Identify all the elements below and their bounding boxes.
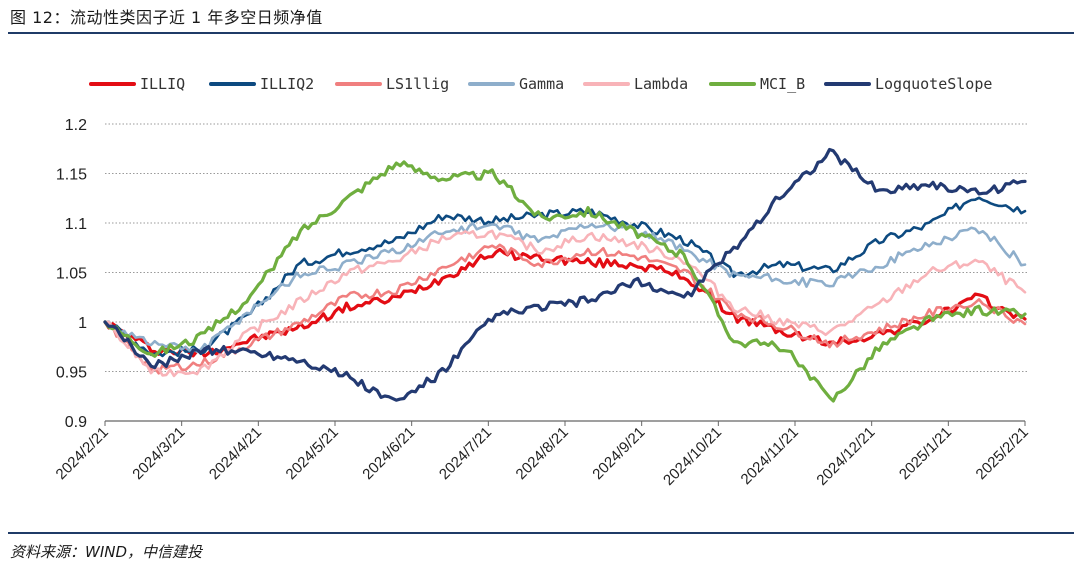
legend: ILLIQ ILLIQ2 LS1llig Gamma Lambda MCI_B Logquo… [89, 75, 992, 93]
y-tick-label: 1.05 [56, 266, 87, 283]
x-tick-label: 2024/12/21 [813, 424, 878, 489]
x-tick-label: 2024/10/21 [660, 424, 725, 489]
legend-item: LS1llig [335, 75, 449, 93]
y-tick-label: 1 [78, 315, 87, 332]
legend-label: LS1llig [386, 75, 449, 93]
series-line-logquoteslope [103, 147, 1027, 402]
series-line-mci-b [103, 160, 1027, 403]
gridlines [105, 123, 1029, 372]
line-chart: 0.9 0.95 1 1.05 1.1 1.15 1.2 2024/2/21 2024/3/2… [53, 75, 1032, 489]
x-tick-label: 2024/5/21 [283, 424, 342, 483]
x-tick-label: 2024/3/21 [129, 424, 188, 483]
legend-item: Gamma [468, 75, 564, 93]
series-line-ls1llig [103, 243, 1027, 375]
series-line-lambda [103, 229, 1027, 378]
footer-divider [8, 532, 1074, 534]
legend-item: Lambda [583, 75, 688, 93]
y-tick-label: 1.15 [56, 167, 87, 184]
legend-label: MCI_B [760, 75, 805, 93]
x-tick-label: 2024/6/21 [359, 424, 418, 483]
x-tick-label: 2025/1/21 [896, 424, 955, 483]
legend-item: ILLIQ2 [209, 75, 314, 93]
legend-item: LogquoteSlope [824, 75, 992, 93]
title-divider [8, 32, 1074, 34]
y-axis-ticks: 0.9 0.95 1 1.05 1.1 1.15 1.2 [56, 117, 87, 431]
x-tick-label: 2025/2/21 [973, 424, 1032, 483]
x-tick-label: 2024/7/21 [436, 424, 495, 483]
legend-item: ILLIQ [89, 75, 185, 93]
legend-label: ILLIQ [140, 75, 185, 93]
series-lines [103, 147, 1027, 403]
x-tick-label: 2024/11/21 [738, 424, 802, 488]
x-tick-label: 2024/8/21 [513, 424, 572, 483]
legend-item: MCI_B [709, 75, 805, 93]
x-axis: 2024/2/21 2024/3/21 2024/4/21 2024/5/21 2024… [53, 420, 1032, 489]
series-line-gamma [103, 222, 1027, 354]
source-note: 资料来源：WIND，中信建投 [10, 543, 203, 561]
legend-label: ILLIQ2 [260, 75, 314, 93]
x-tick-label: 2024/2/21 [53, 424, 112, 483]
chart-title: 图 12：流动性类因子近 1 年多空日频净值 [10, 8, 323, 27]
series-line-illiq2 [103, 196, 1027, 358]
y-tick-label: 0.95 [56, 365, 87, 382]
legend-label: Lambda [634, 75, 688, 93]
y-tick-label: 0.9 [65, 414, 87, 431]
legend-label: LogquoteSlope [875, 75, 992, 93]
legend-label: Gamma [519, 75, 564, 93]
y-tick-label: 1.1 [65, 216, 87, 233]
x-tick-label: 2024/4/21 [206, 424, 265, 483]
y-tick-label: 1.2 [65, 117, 87, 134]
x-tick-label: 2024/9/21 [589, 424, 648, 483]
